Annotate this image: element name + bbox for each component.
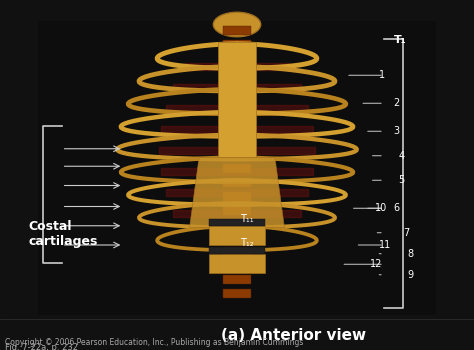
Text: Fig. 7-22a, p. 232: Fig. 7-22a, p. 232 — [5, 343, 78, 350]
Bar — [223, 109, 251, 118]
Text: 8: 8 — [408, 249, 414, 259]
Bar — [223, 54, 251, 63]
Bar — [223, 82, 251, 90]
Text: 3: 3 — [393, 126, 400, 136]
Text: 6: 6 — [393, 203, 400, 213]
Bar — [223, 192, 251, 201]
Bar — [223, 40, 251, 49]
Bar — [223, 247, 251, 256]
Bar — [223, 220, 251, 229]
Polygon shape — [190, 158, 284, 228]
Bar — [223, 137, 251, 146]
Bar — [223, 150, 251, 159]
Bar — [223, 289, 251, 298]
Text: 1: 1 — [379, 70, 385, 80]
Bar — [223, 261, 251, 270]
Bar — [223, 178, 251, 187]
Bar — [223, 164, 251, 173]
Text: 5: 5 — [398, 175, 404, 185]
Bar — [209, 247, 265, 254]
Bar — [223, 206, 251, 215]
Text: 12: 12 — [370, 259, 382, 269]
Text: Costal
cartilages: Costal cartilages — [28, 220, 98, 248]
Bar — [223, 275, 251, 284]
Polygon shape — [218, 42, 256, 158]
Bar — [209, 226, 265, 245]
Text: 10: 10 — [374, 203, 387, 213]
Bar — [209, 254, 265, 273]
Bar — [223, 123, 251, 132]
Bar — [223, 68, 251, 76]
Bar — [223, 233, 251, 242]
Text: T₁: T₁ — [393, 35, 406, 45]
Bar — [38, 21, 436, 315]
Text: T₁₂: T₁₂ — [240, 238, 253, 248]
Text: 2: 2 — [393, 98, 400, 108]
Text: T₁₁: T₁₁ — [240, 214, 253, 224]
Text: 7: 7 — [403, 228, 409, 238]
Bar — [223, 95, 251, 104]
Text: 4: 4 — [398, 151, 404, 161]
Text: 11: 11 — [379, 240, 392, 250]
Bar — [209, 219, 265, 226]
Text: 9: 9 — [408, 270, 414, 280]
Text: Copyright © 2006 Pearson Education, Inc., Publishing as Benjamin Cummings: Copyright © 2006 Pearson Education, Inc.… — [5, 338, 303, 347]
Text: (a) Anterior view: (a) Anterior view — [221, 328, 366, 343]
Ellipse shape — [213, 12, 261, 37]
Bar — [223, 26, 251, 35]
